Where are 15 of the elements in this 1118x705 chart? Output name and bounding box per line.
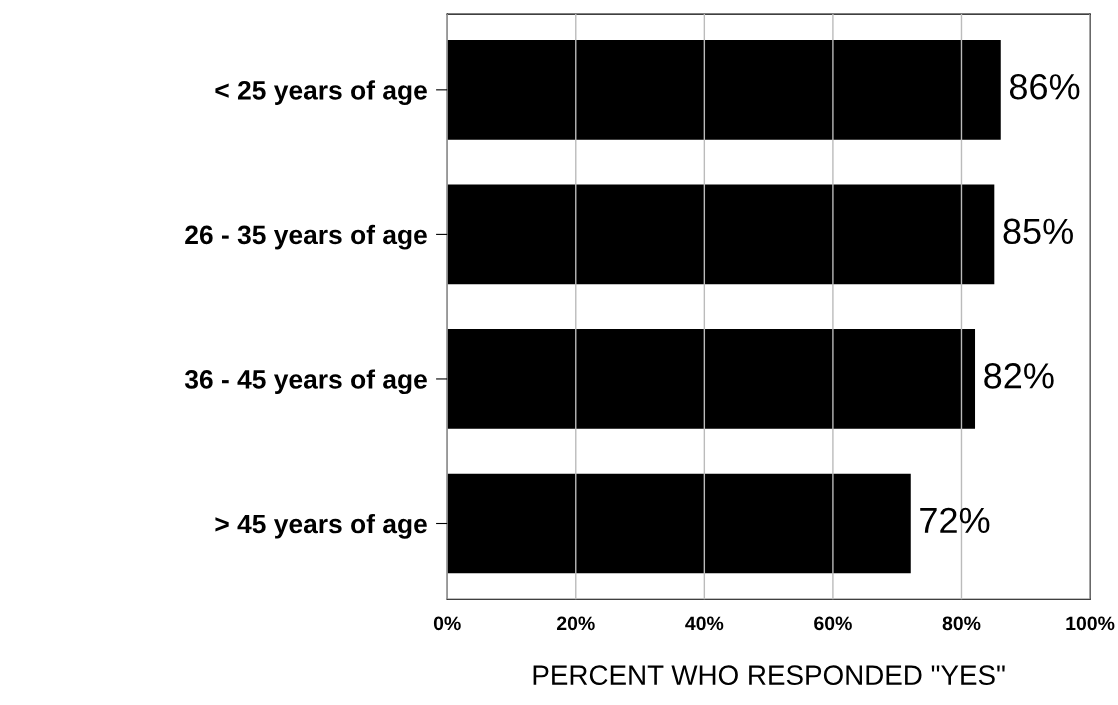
x-tick-label: 0% xyxy=(433,616,461,631)
x-tick-label: 100% xyxy=(1066,616,1115,631)
x-tick-label: 80% xyxy=(942,616,981,631)
data-label: 82% xyxy=(984,363,1054,389)
y-tick-label: 36 - 45 years of age xyxy=(184,369,427,395)
y-tick-label: 26 - 35 years of age xyxy=(185,224,427,250)
data-label: 72% xyxy=(920,507,990,534)
x-tick-label: 20% xyxy=(556,616,595,631)
x-tick-label: 40% xyxy=(685,616,724,631)
x-tick-label: 60% xyxy=(814,616,852,631)
y-tick-label: > 45 years of age xyxy=(215,513,427,539)
y-tick-label: < 25 years of age xyxy=(215,80,427,105)
data-label: 85% xyxy=(1003,218,1073,245)
data-label: 86% xyxy=(1009,73,1080,100)
x-axis-title: PERCENT WHO RESPONDED "YES" xyxy=(533,665,1005,685)
